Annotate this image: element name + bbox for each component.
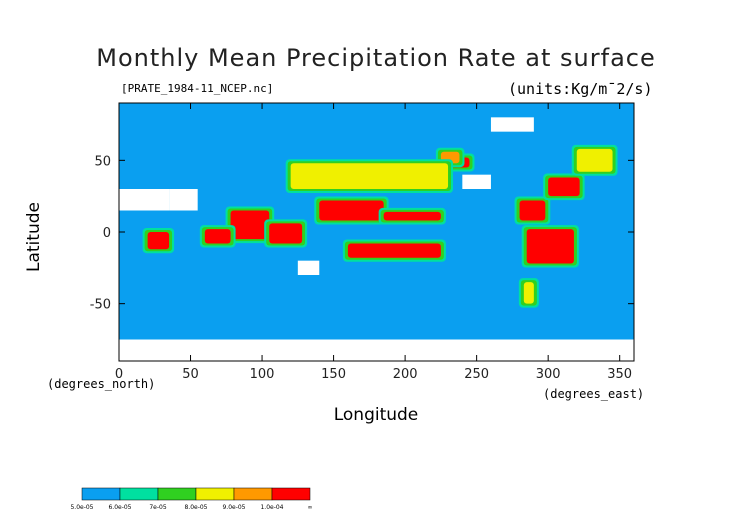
axes: 0 50 100 150 200 250 300 350 -50 0 50	[90, 102, 635, 382]
missing-region-3	[462, 174, 491, 189]
colorbar-label-1: 6.0e-05	[108, 504, 131, 511]
chart-title: Monthly Mean Precipitation Rate at surfa…	[96, 44, 656, 72]
units-label: (units:Kg/m¯2/s)	[508, 80, 653, 98]
chart-subtitle: [PRATE_1984-11_NCEP.nc]	[121, 82, 274, 95]
x-tick-label-4: 200	[393, 367, 418, 382]
precip-region-4	[204, 229, 231, 244]
precip-region-3	[230, 210, 270, 240]
colorbar-label-3: 8.0e-05	[184, 504, 207, 511]
x-tick-label-6: 300	[536, 367, 561, 382]
x-tick-label-7: 350	[607, 367, 632, 382]
precip-region-14	[523, 282, 534, 304]
precip-region-7	[526, 229, 574, 264]
x-tick-label-5: 250	[464, 367, 489, 382]
precip-region-12	[290, 163, 449, 189]
precip-region-5	[269, 223, 303, 244]
colorbar-swatch-5	[271, 487, 311, 501]
missing-region-1	[169, 189, 198, 211]
precip-region-9	[548, 177, 580, 197]
missing-region-0	[119, 189, 170, 211]
y-tick-label-2: 50	[94, 154, 111, 169]
precip-region-8	[519, 200, 546, 221]
colorbar-swatch-1	[119, 487, 159, 501]
missing-region-2	[297, 260, 320, 275]
colorbar: 5.0e-05 6.0e-05 7e-05 8.0e-05 9.0e-05 1.0e-04…	[70, 487, 313, 511]
colorbar-label-4: 9.0e-05	[222, 504, 245, 511]
colorbar-swatch-2	[157, 487, 197, 501]
precip-region-13	[576, 148, 613, 172]
y-tick-label-0: -50	[90, 298, 111, 313]
precip-region-1	[383, 211, 441, 221]
colorbar-swatch-3	[195, 487, 235, 501]
precip-region-2	[347, 243, 441, 258]
plot-area	[119, 103, 634, 361]
missing-region-5	[490, 117, 534, 132]
x-axis-unit: (degrees_east)	[543, 387, 645, 401]
y-tick-label-1: 0	[103, 226, 111, 241]
colorbar-label-2: 7e-05	[149, 504, 166, 511]
precip-region-6	[147, 232, 170, 250]
colorbar-label-0: 5.0e-05	[70, 504, 93, 511]
x-tick-label-3: 150	[321, 367, 346, 382]
colorbar-label-6: ∞	[308, 504, 313, 511]
x-tick-label-0: 0	[115, 367, 123, 382]
y-axis-unit: (degrees_north)	[47, 377, 156, 391]
precip-region-0	[319, 200, 384, 221]
missing-region-4	[119, 339, 634, 361]
colorbar-swatch-4	[233, 487, 273, 501]
colorbar-label-5: 1.0e-04	[260, 504, 283, 511]
x-tick-label-1: 50	[182, 367, 199, 382]
colorbar-swatch-0	[81, 487, 121, 501]
x-tick-label-2: 100	[250, 367, 275, 382]
x-axis-label: Longitude	[333, 405, 419, 425]
